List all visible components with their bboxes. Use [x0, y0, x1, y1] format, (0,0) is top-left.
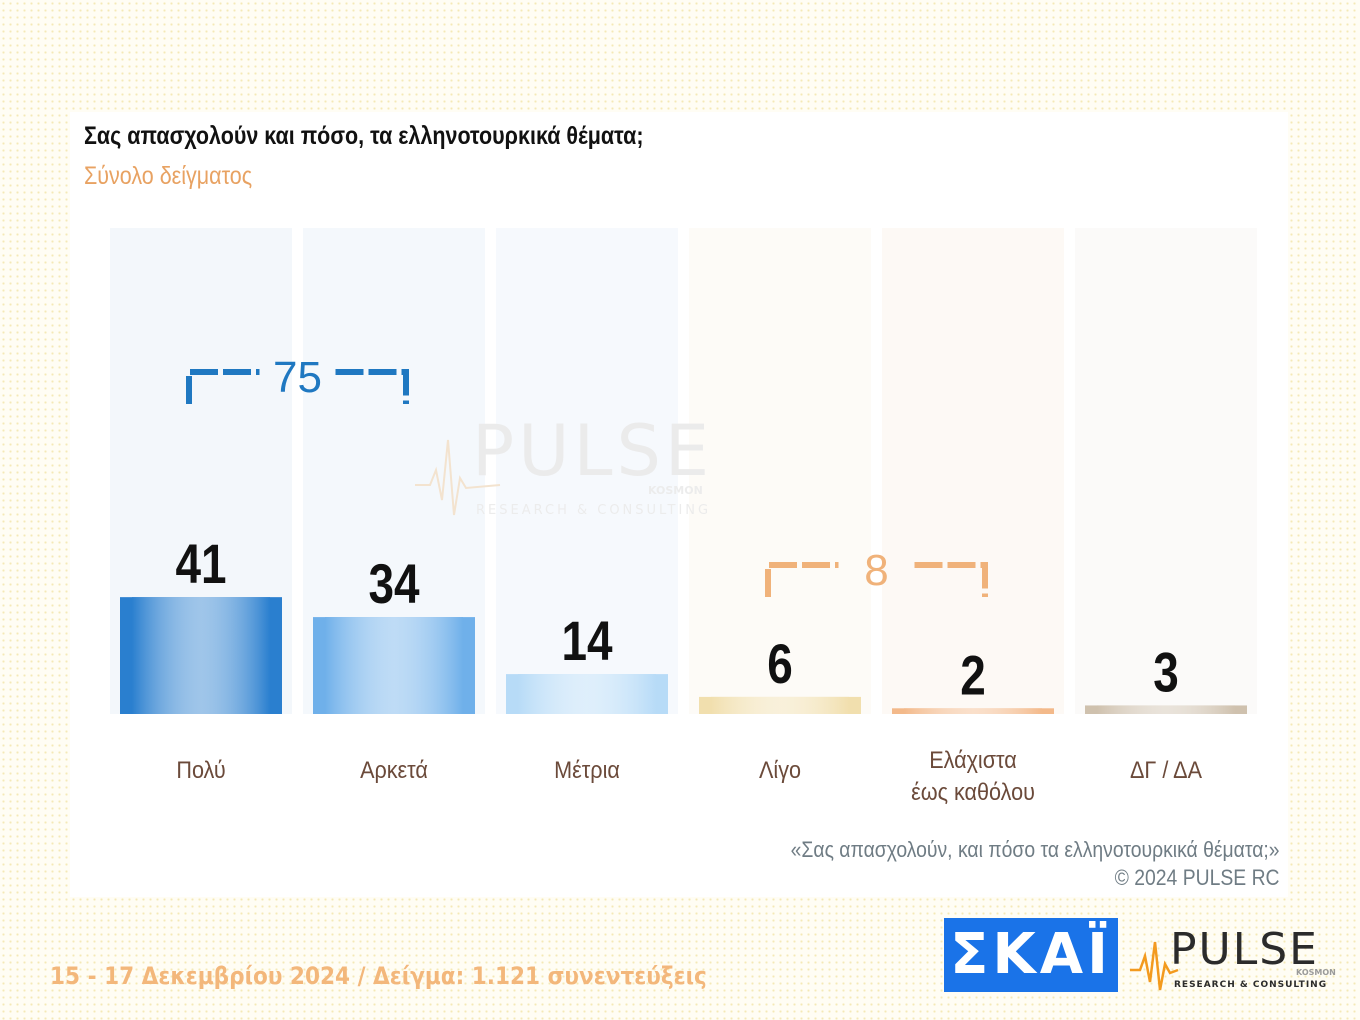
bar-highlight	[518, 674, 656, 714]
chart-title: Σας απασχολούν και πόσο, τα ελληνοτουρκι…	[84, 122, 644, 150]
watermark-pulse-line-icon	[415, 439, 501, 516]
data-label: 3	[1153, 641, 1179, 703]
column-background	[496, 228, 678, 714]
data-label: 34	[368, 553, 420, 615]
bar-highlight	[904, 708, 1042, 714]
category-label: έως καθόλου	[911, 778, 1035, 805]
group-bracket-right	[914, 562, 988, 597]
pulse-logo-tagline: RESEARCH & CONSULTING	[1174, 980, 1327, 990]
bar-highlight	[711, 696, 849, 714]
group-bracket-right	[335, 369, 409, 404]
source-copyright: © 2024 PULSE RC	[1115, 865, 1280, 890]
data-label: 6	[767, 633, 793, 695]
pulse-logo-name: PULSE	[1170, 924, 1319, 975]
watermark-name: PULSE	[472, 410, 713, 492]
data-label: 41	[175, 533, 226, 595]
footer-date-sample: 15 - 17 Δεκεμβρίου 2024 / Δείγμα: 1.121 …	[50, 962, 707, 990]
category-label: Αρκετά	[360, 756, 428, 783]
category-label: ΔΓ / ΔΑ	[1130, 756, 1203, 783]
bar-highlight	[132, 597, 270, 714]
category-label: Ελάχιστα	[929, 746, 1017, 773]
group-bracket-left	[765, 562, 839, 597]
group-bracket-left	[186, 369, 260, 404]
source-note: «Σας απασχολούν, και πόσο τα ελληνοτουρκ…	[791, 836, 1280, 892]
source-question: «Σας απασχολούν, και πόσο τα ελληνοτουρκ…	[791, 837, 1280, 862]
bar-highlight	[325, 617, 463, 714]
pulse-watermark: PULSE KOSMON RESEARCH & CONSULTING	[415, 410, 713, 518]
group-total-label: 8	[864, 546, 888, 595]
skai-logo: ΣΚΑΪ	[944, 918, 1118, 992]
data-label: 2	[960, 644, 986, 706]
category-label: Πολύ	[176, 756, 225, 783]
data-label: 14	[561, 610, 613, 672]
bar-highlight	[1097, 705, 1235, 714]
pulse-line-icon	[1130, 941, 1179, 991]
column-background	[882, 228, 1064, 714]
column-background	[689, 228, 871, 714]
category-label: Μέτρια	[554, 756, 620, 783]
chart-subtitle: Σύνολο δείγματος	[84, 162, 253, 190]
pulse-logo-sub: KOSMON	[1296, 968, 1336, 977]
pulse-logo: PULSE KOSMON RESEARCH & CONSULTING	[1130, 924, 1336, 991]
category-label: Λίγο	[759, 756, 801, 783]
column-background	[1075, 228, 1257, 714]
group-total-label: 75	[273, 353, 322, 402]
watermark-sub: KOSMON	[648, 484, 703, 497]
watermark-tagline: RESEARCH & CONSULTING	[476, 503, 711, 518]
